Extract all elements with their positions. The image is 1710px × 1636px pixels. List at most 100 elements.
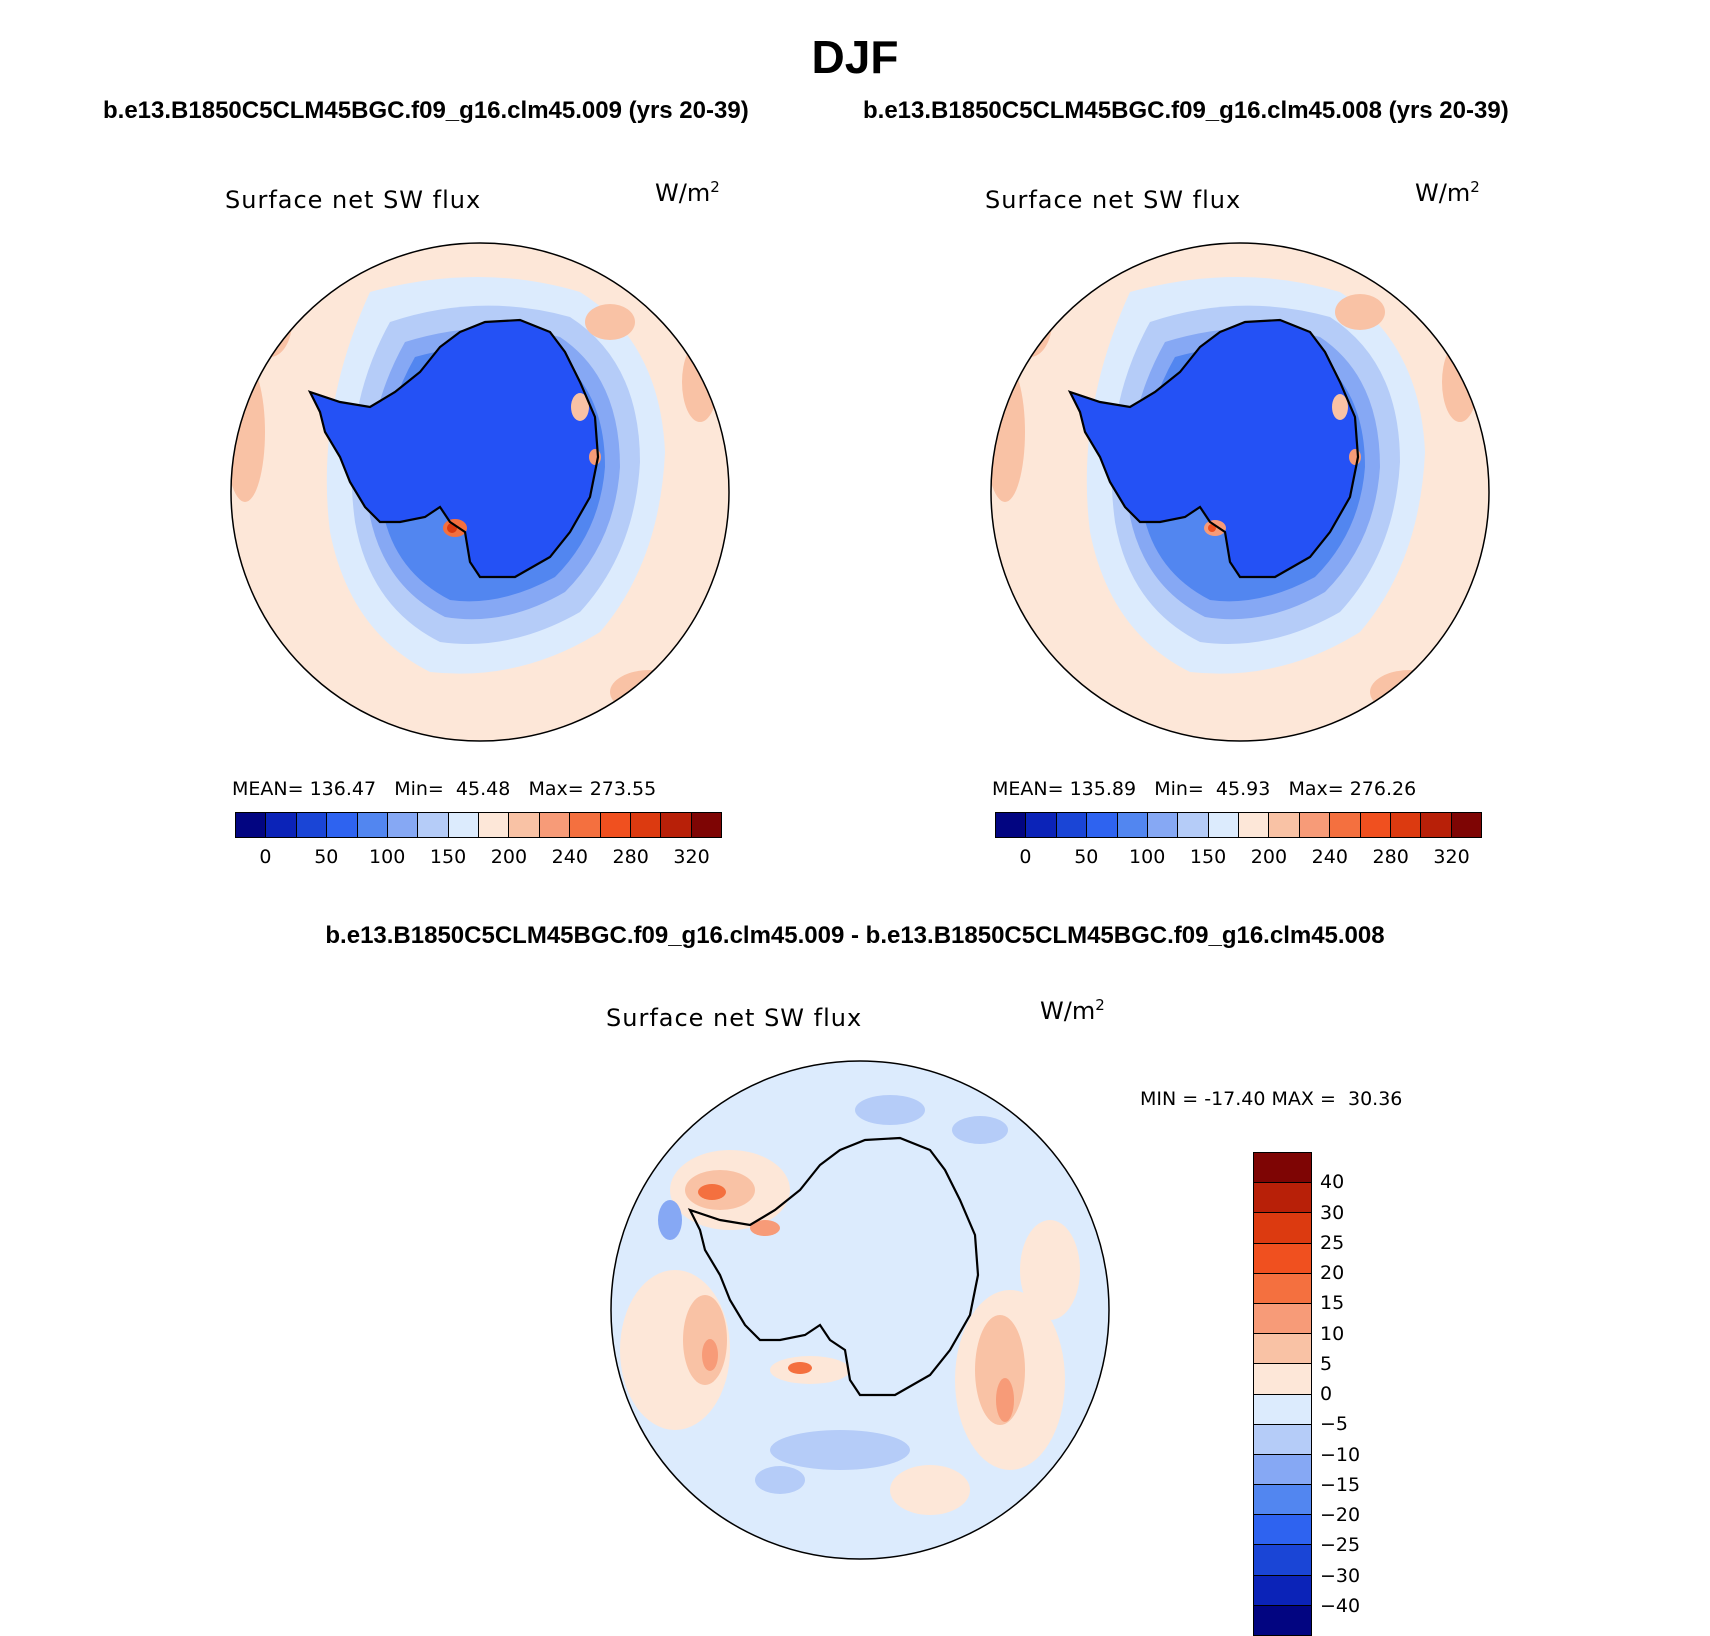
colorbar-swatch	[1330, 813, 1361, 837]
colorbar-swatch	[1254, 1454, 1311, 1486]
colorbar-swatch	[448, 813, 479, 837]
colorbar-swatch	[1087, 813, 1118, 837]
difference-case-title: b.e13.B1850C5CLM45BGC.f09_g16.clm45.009 …	[325, 922, 1385, 949]
left-panel-case-title: b.e13.B1850C5CLM45BGC.f09_g16.clm45.009 …	[103, 97, 749, 124]
colorbar-swatch	[1254, 1183, 1311, 1214]
colorbar-swatch	[479, 813, 510, 837]
colorbar-swatch	[1239, 813, 1270, 837]
colorbar-swatch	[1178, 813, 1209, 837]
colorbar-tick-label: 40	[1320, 1171, 1345, 1194]
colorbar-swatch	[327, 813, 358, 837]
panel2-min-value: 45.93	[1215, 778, 1271, 800]
colorbar-tick-label: 150	[1189, 846, 1227, 868]
colorbar-tick-label: −40	[1320, 1594, 1361, 1617]
colorbar-tick-label: 5	[1320, 1352, 1333, 1375]
colorbar-swatch	[1254, 1364, 1311, 1395]
colorbar-swatch	[1254, 1213, 1311, 1244]
panel1-polar-map	[230, 242, 730, 742]
colorbar-tick-label: −25	[1320, 1534, 1361, 1557]
panel1-field	[231, 243, 729, 741]
colorbar-tick-label: 0	[259, 846, 272, 868]
colorbar-tick-label: 0	[1320, 1383, 1333, 1405]
panel3-variable-title: Surface net SW flux	[606, 1004, 863, 1032]
panel2-units: W/m2	[1415, 178, 1480, 207]
colorbar-swatch	[1360, 813, 1391, 837]
colorbar-tick-label: 240	[551, 846, 588, 868]
colorbar-swatch	[1147, 813, 1179, 837]
colorbar-swatch	[1056, 813, 1088, 837]
panel2-colorbar	[995, 812, 1482, 838]
colorbar-tick-label: 0	[1019, 846, 1032, 868]
colorbar-swatch	[630, 813, 662, 837]
colorbar-swatch	[1269, 813, 1300, 837]
colorbar-swatch	[1254, 1485, 1311, 1516]
colorbar-tick-label: 100	[369, 846, 406, 868]
colorbar-swatch	[1208, 813, 1239, 837]
colorbar-swatch	[1254, 1243, 1311, 1274]
panel1-min-value: 45.48	[455, 778, 511, 800]
panel2-map-boundary	[990, 242, 1490, 742]
colorbar-tick-label: 200	[1250, 846, 1288, 868]
panel1-variable-title: Surface net SW flux	[225, 186, 482, 214]
colorbar-tick-label: 320	[1433, 846, 1470, 868]
colorbar-swatch	[1254, 1334, 1311, 1365]
panel2-coastline	[1067, 318, 1360, 579]
colorbar-swatch	[1254, 1303, 1311, 1335]
panel3-field	[611, 1061, 1109, 1559]
colorbar-tick-label: 280	[1372, 846, 1409, 868]
colorbar-swatch	[1026, 813, 1057, 837]
right-panel-case-title: b.e13.B1850C5CLM45BGC.f09_g16.clm45.008 …	[863, 97, 1509, 124]
colorbar-swatch	[600, 813, 631, 837]
colorbar-tick-label: 150	[429, 846, 467, 868]
colorbar-tick-label: 25	[1320, 1231, 1345, 1254]
colorbar-swatch	[1451, 813, 1481, 837]
colorbar-tick-label: −15	[1320, 1473, 1361, 1496]
colorbar-tick-label: 50	[1074, 846, 1099, 868]
panel2-field	[991, 243, 1489, 741]
colorbar-swatch	[1254, 1575, 1311, 1606]
colorbar-swatch	[1254, 1153, 1311, 1184]
panel1-colorbar	[235, 812, 722, 838]
colorbar-swatch	[1254, 1273, 1311, 1304]
panel3-colorbar	[1253, 1152, 1312, 1636]
panel2-stats: MEAN= 135.89 Min= 45.93 Max= 276.26	[992, 778, 1417, 800]
panel3-units: W/m2	[1040, 996, 1105, 1025]
colorbar-tick-label: 320	[673, 846, 710, 868]
colorbar-swatch	[1299, 813, 1331, 837]
panel2-mean-value: 135.89	[1069, 778, 1137, 800]
colorbar-tick-label: −10	[1320, 1443, 1361, 1466]
colorbar-swatch	[570, 813, 601, 837]
colorbar-tick-label: 240	[1311, 846, 1348, 868]
colorbar-tick-label: 50	[314, 846, 339, 868]
colorbar-swatch	[1254, 1424, 1311, 1455]
colorbar-tick-label: 280	[612, 846, 649, 868]
colorbar-swatch	[1390, 813, 1422, 837]
panel2-max-value: 276.26	[1349, 778, 1417, 800]
colorbar-swatch	[387, 813, 419, 837]
colorbar-swatch	[1254, 1515, 1311, 1546]
colorbar-tick-label: 20	[1320, 1262, 1345, 1284]
colorbar-swatch	[691, 813, 721, 837]
colorbar-swatch	[418, 813, 449, 837]
panel1-mean-value: 136.47	[309, 778, 377, 800]
colorbar-swatch	[296, 813, 328, 837]
colorbar-swatch	[357, 813, 388, 837]
colorbar-swatch	[509, 813, 540, 837]
season-title: DJF	[811, 31, 899, 83]
colorbar-swatch	[236, 813, 267, 837]
colorbar-swatch	[1421, 813, 1452, 837]
colorbar-tick-label: −5	[1320, 1413, 1349, 1436]
panel2-variable-title: Surface net SW flux	[985, 186, 1242, 214]
panel3-stats: MIN = -17.40 MAX = 30.36	[1140, 1088, 1403, 1110]
panel3-polar-map	[610, 1060, 1110, 1560]
panel1-coastline	[307, 318, 600, 579]
panel3-min-value: -17.40	[1204, 1088, 1266, 1110]
panel1-max-value: 273.55	[589, 778, 657, 800]
colorbar-swatch	[1254, 1545, 1311, 1576]
panel1-stats: MEAN= 136.47 Min= 45.48 Max= 273.55	[232, 778, 657, 800]
colorbar-tick-label: −20	[1320, 1504, 1361, 1526]
colorbar-swatch	[1254, 1394, 1311, 1425]
panel1-units: W/m2	[655, 178, 720, 207]
colorbar-tick-label: −30	[1320, 1564, 1361, 1587]
colorbar-tick-label: 100	[1129, 846, 1166, 868]
